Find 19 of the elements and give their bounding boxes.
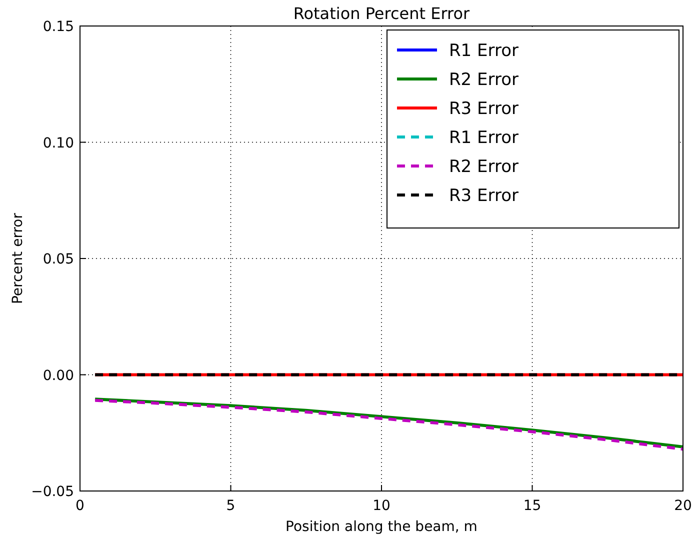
- legend-label: R3 Error: [449, 186, 518, 206]
- x-tick-label: 10: [372, 498, 390, 514]
- y-tick-label: 0.00: [42, 368, 74, 384]
- y-tick-label: −0.05: [31, 484, 74, 500]
- legend-label: R3 Error: [449, 99, 518, 119]
- legend-label: R1 Error: [449, 128, 518, 148]
- y-tick-label: 0.10: [42, 135, 74, 152]
- x-axis-title: Position along the beam, m: [286, 519, 478, 535]
- x-tick-label: 20: [674, 498, 692, 514]
- legend-label: R1 Error: [449, 41, 518, 61]
- legend-label: R2 Error: [449, 70, 518, 90]
- x-tick-label: 15: [523, 498, 542, 514]
- x-tick-label: 0: [76, 498, 84, 514]
- y-tick-label: 0.05: [42, 252, 74, 268]
- legend-label: R2 Error: [449, 157, 518, 177]
- chart-title: Rotation Percent Error: [293, 4, 470, 23]
- y-axis-title: Percent error: [10, 212, 26, 304]
- x-tick-label: 5: [226, 498, 236, 514]
- y-tick-label: 0.15: [42, 19, 74, 35]
